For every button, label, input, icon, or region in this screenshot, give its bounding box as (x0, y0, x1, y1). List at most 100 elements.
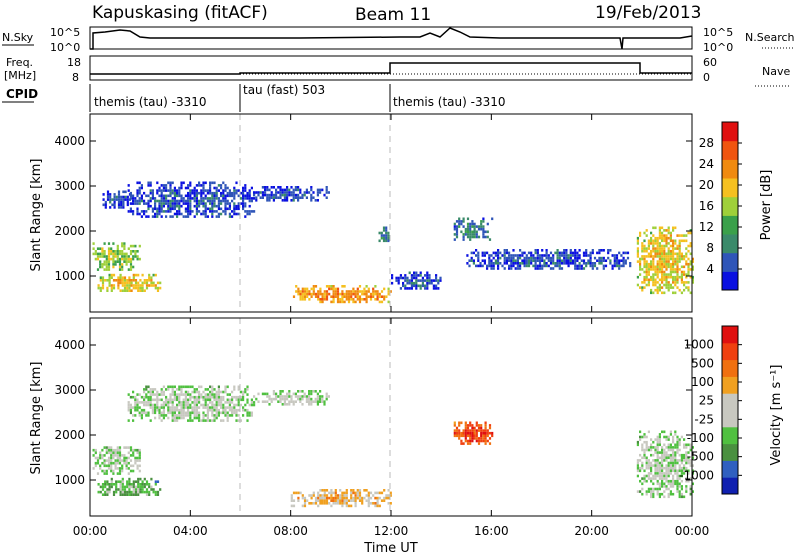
velocity-cell (176, 419, 179, 422)
velocity-cell (303, 395, 306, 398)
power-cell (200, 202, 203, 205)
power-cell (691, 268, 694, 271)
power-cell (466, 254, 469, 257)
velocity-cell (685, 487, 688, 491)
velocity-cell (466, 439, 470, 443)
velocity-scatter-region (290, 489, 392, 508)
power-cell (213, 181, 216, 185)
velocity-cell (647, 477, 650, 480)
power-cell (189, 212, 192, 216)
velocity-cell (165, 401, 168, 404)
velocity-cell (330, 491, 333, 495)
freq-unit: [MHz] (4, 69, 36, 82)
velocity-cell (361, 502, 364, 505)
velocity-cell (303, 499, 307, 502)
velocity-cell (292, 400, 295, 403)
power-cell (408, 287, 411, 290)
power-cell (510, 254, 513, 257)
power-cell (413, 274, 416, 277)
velocity-cell (176, 388, 179, 391)
velocity-cell (180, 393, 183, 396)
velocity-cell (464, 426, 467, 430)
power-cell (538, 256, 542, 260)
power-cell (120, 200, 123, 204)
velocity-cell (475, 429, 478, 432)
power-cell (343, 300, 346, 304)
velocity-cell (308, 390, 311, 393)
velocity-cell (193, 390, 196, 394)
power-cell (138, 244, 141, 248)
velocity-cell (486, 431, 489, 435)
power-cell (160, 215, 163, 218)
power-cell (426, 274, 429, 277)
velocity-cell (480, 439, 483, 443)
power-cell (211, 199, 214, 203)
power-cell (217, 204, 220, 208)
power-cell (182, 197, 185, 200)
power-cell (402, 276, 405, 280)
velocity-cell (385, 496, 388, 500)
velocity-cell (484, 426, 487, 430)
power-cell (647, 270, 650, 274)
power-cell (226, 191, 229, 195)
power-cell (652, 239, 655, 243)
power-cell (680, 252, 683, 256)
power-cell (361, 292, 364, 296)
power-cell (173, 207, 176, 211)
power-cell (639, 234, 642, 237)
power-cell (600, 249, 603, 252)
power-cell (532, 259, 535, 262)
velocity-cell (105, 469, 108, 473)
power-cell (343, 285, 346, 288)
power-cell (541, 256, 544, 260)
power-cell (656, 239, 659, 243)
power-cell (661, 257, 664, 261)
velocity-cell (281, 395, 284, 398)
power-cell (246, 197, 249, 200)
velocity-cell (680, 453, 683, 457)
velocity-cell (639, 453, 642, 457)
power-cell (286, 196, 289, 199)
power-cell (112, 286, 116, 290)
power-cell (475, 254, 478, 257)
velocity-cell (244, 390, 247, 394)
power-cell (669, 262, 672, 266)
power-cell (314, 199, 317, 202)
power-cell (195, 197, 198, 200)
velocity-cell (301, 494, 304, 497)
velocity-cell (121, 469, 124, 473)
velocity-cell (106, 490, 109, 494)
power-cell (658, 244, 661, 248)
power-cell (92, 242, 95, 245)
velocity-cell (661, 472, 664, 475)
power-cell (145, 286, 149, 290)
power-cell (143, 202, 146, 205)
power-cell (115, 279, 118, 282)
velocity-cell (363, 489, 366, 492)
velocity-cell (663, 443, 666, 447)
power-cell (117, 190, 121, 194)
power-cell (645, 229, 648, 232)
power-cell (650, 255, 653, 258)
velocity-cell (129, 403, 132, 407)
velocity-cell (121, 477, 124, 481)
velocity-cell (488, 424, 492, 427)
velocity-cell (169, 385, 172, 389)
power-cell (306, 290, 309, 293)
velocity-cell (312, 491, 315, 495)
power-cell (639, 231, 642, 235)
x-tick-label: 00:00 (73, 524, 108, 538)
velocity-cell (647, 446, 650, 449)
velocity-cell (645, 435, 648, 439)
velocity-cell (257, 392, 260, 396)
velocity-cell (663, 448, 666, 452)
velocity-cell (112, 490, 116, 494)
velocity-cell (683, 469, 686, 473)
velocity-cell (676, 487, 679, 491)
velocity-cell (678, 459, 681, 462)
velocity-cell (387, 489, 390, 492)
power-cell (676, 286, 679, 289)
power-cell (283, 191, 286, 194)
velocity-cell (244, 403, 247, 407)
power-cell (482, 235, 485, 239)
